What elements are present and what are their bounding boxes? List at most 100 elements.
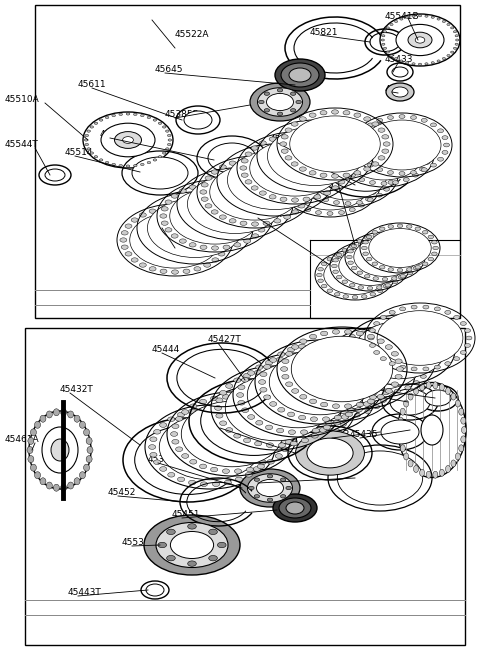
Ellipse shape: [373, 405, 380, 409]
Ellipse shape: [377, 310, 463, 365]
Ellipse shape: [283, 183, 288, 187]
Ellipse shape: [265, 425, 273, 430]
Ellipse shape: [302, 197, 309, 201]
Ellipse shape: [442, 20, 445, 22]
Ellipse shape: [290, 109, 296, 112]
Ellipse shape: [317, 273, 322, 277]
Ellipse shape: [90, 126, 94, 128]
Ellipse shape: [382, 43, 385, 45]
Text: 45521: 45521: [100, 130, 129, 139]
Ellipse shape: [303, 377, 309, 381]
Ellipse shape: [420, 139, 426, 143]
Ellipse shape: [153, 159, 156, 161]
Text: 45532A: 45532A: [122, 538, 156, 547]
Ellipse shape: [294, 398, 300, 402]
Ellipse shape: [250, 401, 255, 405]
Ellipse shape: [130, 212, 220, 268]
Ellipse shape: [342, 139, 348, 143]
Ellipse shape: [211, 170, 218, 174]
Ellipse shape: [423, 367, 429, 371]
Ellipse shape: [291, 134, 299, 138]
Ellipse shape: [300, 364, 306, 367]
Ellipse shape: [447, 54, 450, 56]
Ellipse shape: [331, 353, 337, 357]
Ellipse shape: [425, 15, 428, 17]
Ellipse shape: [391, 277, 397, 280]
Ellipse shape: [219, 215, 226, 219]
Ellipse shape: [211, 467, 218, 472]
Ellipse shape: [133, 164, 137, 167]
Ellipse shape: [181, 410, 189, 415]
Ellipse shape: [373, 277, 379, 280]
Ellipse shape: [389, 310, 395, 314]
Ellipse shape: [412, 173, 419, 177]
Ellipse shape: [392, 248, 398, 252]
Ellipse shape: [324, 425, 331, 430]
Ellipse shape: [425, 390, 451, 406]
Ellipse shape: [168, 417, 175, 422]
Ellipse shape: [329, 413, 336, 418]
Ellipse shape: [201, 197, 208, 201]
Ellipse shape: [171, 206, 179, 210]
Ellipse shape: [411, 305, 417, 309]
Ellipse shape: [345, 415, 350, 419]
Ellipse shape: [273, 494, 317, 522]
Ellipse shape: [125, 224, 132, 228]
Ellipse shape: [282, 359, 289, 364]
Ellipse shape: [437, 60, 440, 62]
Text: 45441A: 45441A: [248, 475, 283, 484]
Ellipse shape: [292, 210, 299, 214]
Ellipse shape: [277, 112, 283, 115]
Ellipse shape: [373, 364, 380, 367]
Ellipse shape: [176, 447, 183, 451]
Ellipse shape: [412, 15, 415, 17]
Ellipse shape: [238, 400, 245, 405]
Ellipse shape: [327, 155, 333, 159]
Ellipse shape: [370, 176, 376, 179]
Ellipse shape: [212, 258, 219, 262]
Ellipse shape: [204, 213, 211, 217]
Ellipse shape: [210, 164, 300, 220]
Ellipse shape: [258, 200, 265, 204]
Text: 45461A: 45461A: [5, 435, 40, 444]
Ellipse shape: [119, 113, 122, 115]
Ellipse shape: [285, 424, 292, 428]
Ellipse shape: [334, 415, 341, 420]
Ellipse shape: [170, 188, 260, 244]
Ellipse shape: [336, 253, 342, 257]
Ellipse shape: [453, 47, 456, 49]
Ellipse shape: [275, 454, 282, 458]
Ellipse shape: [183, 269, 190, 273]
Ellipse shape: [383, 262, 389, 266]
Ellipse shape: [171, 270, 179, 274]
Ellipse shape: [422, 231, 428, 234]
Ellipse shape: [80, 472, 85, 479]
Ellipse shape: [445, 362, 451, 365]
Ellipse shape: [194, 267, 201, 271]
Ellipse shape: [408, 240, 413, 243]
Ellipse shape: [420, 384, 425, 390]
Ellipse shape: [354, 355, 360, 359]
Ellipse shape: [200, 464, 207, 469]
Ellipse shape: [370, 181, 375, 185]
Ellipse shape: [454, 316, 460, 319]
Ellipse shape: [412, 63, 415, 65]
Ellipse shape: [357, 145, 362, 149]
Ellipse shape: [421, 119, 427, 122]
Ellipse shape: [352, 251, 358, 255]
Ellipse shape: [132, 157, 188, 189]
Ellipse shape: [259, 430, 266, 434]
Ellipse shape: [456, 39, 459, 41]
Ellipse shape: [284, 176, 290, 179]
Ellipse shape: [47, 411, 52, 418]
Ellipse shape: [248, 474, 292, 502]
Ellipse shape: [391, 382, 398, 386]
Ellipse shape: [94, 122, 98, 124]
Ellipse shape: [126, 113, 130, 115]
Ellipse shape: [250, 83, 310, 121]
Ellipse shape: [319, 384, 326, 388]
Ellipse shape: [296, 203, 301, 207]
Ellipse shape: [94, 156, 98, 158]
Ellipse shape: [333, 365, 340, 369]
Text: 45415: 45415: [210, 420, 239, 429]
